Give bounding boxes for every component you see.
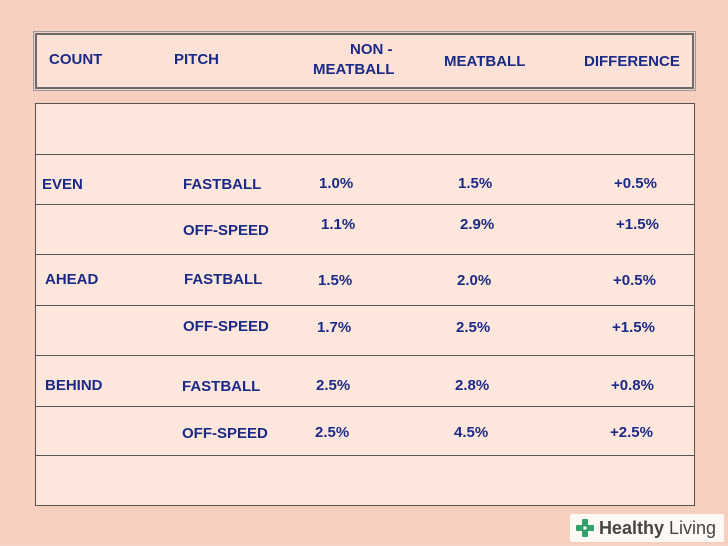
cell-non-meatball: 1.0% (319, 175, 354, 192)
cell-pitch: OFF-SPEED (183, 222, 269, 239)
cell-meatball: 2.9% (460, 216, 495, 233)
health-cross-icon (575, 519, 594, 537)
header-difference: DIFFERENCE (584, 53, 680, 70)
cell-meatball: 2.0% (457, 272, 492, 289)
cell-meatball: 2.8% (455, 377, 490, 394)
watermark-healthy: Healthy (598, 517, 664, 538)
row-divider (36, 154, 694, 155)
cell-difference: +0.5% (614, 175, 657, 192)
cell-meatball: 1.5% (458, 175, 493, 192)
header-meatball: MEATBALL (444, 53, 526, 70)
cell-count: AHEAD (45, 271, 99, 288)
row-divider (36, 455, 694, 456)
cell-non-meatball: 1.1% (321, 216, 356, 233)
row-divider (36, 355, 694, 356)
header-bar: COUNT PITCH NON - MEATBALL MEATBALL DIFF… (33, 31, 696, 91)
row-divider (36, 204, 694, 205)
row-divider (36, 406, 694, 407)
data-table: EVEN FASTBALL 1.0% 1.5% +0.5% OFF-SPEED … (35, 103, 695, 506)
cell-pitch: FASTBALL (184, 271, 263, 288)
header-non-line1: NON - (350, 41, 393, 58)
watermark-living: Living (668, 517, 716, 538)
cell-count: EVEN (42, 176, 83, 193)
cell-difference: +0.5% (613, 272, 656, 289)
cell-meatball: 4.5% (454, 424, 489, 441)
cell-non-meatball: 1.5% (318, 272, 353, 289)
cell-difference: +2.5% (610, 424, 653, 441)
watermark-logo: Healthy Living (569, 514, 724, 542)
cell-difference: +0.8% (611, 377, 654, 394)
cell-difference: +1.5% (612, 319, 655, 336)
header-count: COUNT (49, 51, 103, 68)
cell-non-meatball: 1.7% (317, 319, 352, 336)
cell-pitch: FASTBALL (183, 176, 262, 193)
cell-count: BEHIND (45, 377, 103, 394)
row-divider (36, 254, 694, 255)
cell-pitch: FASTBALL (182, 378, 261, 395)
header-pitch: PITCH (174, 51, 219, 68)
cell-non-meatball: 2.5% (315, 424, 350, 441)
cell-non-meatball: 2.5% (316, 377, 351, 394)
cell-meatball: 2.5% (456, 319, 491, 336)
cell-pitch: OFF-SPEED (183, 318, 269, 335)
cell-pitch: OFF-SPEED (182, 425, 268, 442)
row-divider (36, 305, 694, 306)
header-non-line2: MEATBALL (313, 61, 395, 78)
cell-difference: +1.5% (616, 216, 659, 233)
